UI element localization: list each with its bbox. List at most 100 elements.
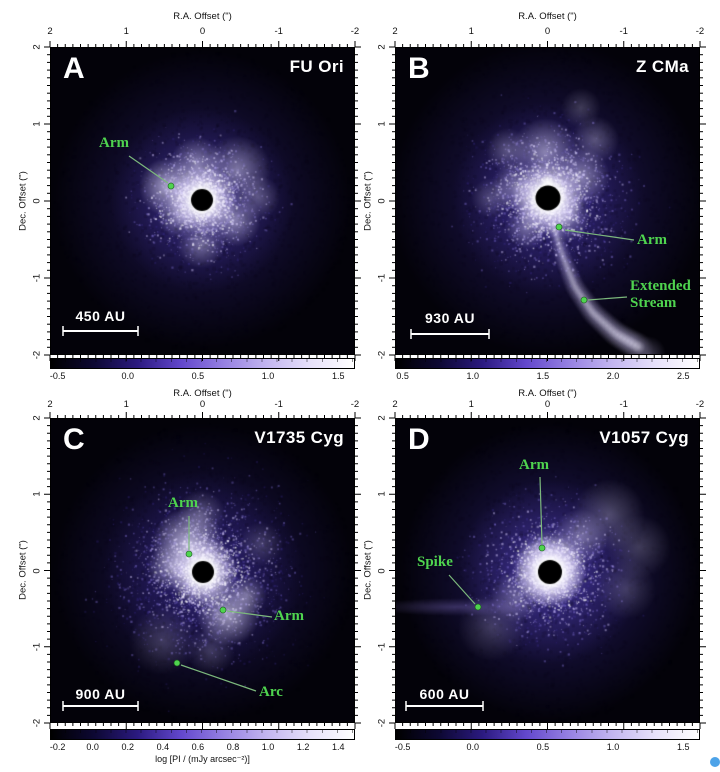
annotation-arc-label: Arc: [259, 684, 283, 700]
colorbar-tick-marks: [51, 730, 354, 733]
colorbar-tick-marks: [396, 730, 699, 733]
panel-d-colorbar: [395, 729, 700, 740]
dec-tick-label: -1: [31, 642, 43, 651]
dec-axis-label: Dec. Offset ("): [17, 171, 29, 231]
colorbar-tick-label: 1.5: [331, 371, 345, 381]
colorbar-tick-label: 0.0: [121, 371, 135, 381]
dec-tick-label: -2: [31, 350, 43, 360]
panel-a-colorbar: [50, 358, 355, 369]
panel-letter: A: [63, 52, 86, 85]
colorbar-tick-label: 1.0: [466, 371, 480, 381]
ra-tick-label: 1: [468, 399, 474, 410]
ra-tick-label: 1: [468, 26, 474, 37]
ra-tick-label: -1: [274, 26, 283, 37]
annotation-arm-right-label: Arm: [274, 608, 304, 624]
ra-tick-label: -1: [274, 399, 283, 410]
ra-tick-label: -2: [350, 26, 360, 37]
colorbar-unit-label: log [PI / (mJy arcsec⁻²)]: [155, 754, 250, 764]
annotation-arm-top-label: Arm: [168, 495, 198, 511]
colorbar-tick-label: -0.5: [394, 742, 411, 752]
dec-tick-label: 1: [376, 121, 388, 127]
dec-tick-label: 2: [376, 44, 388, 50]
annotation-extended-stream-label: Extended Stream: [630, 278, 691, 312]
ra-tick-label: -2: [695, 399, 705, 410]
ra-tick-label: -1: [619, 26, 628, 37]
colorbar-tick-label: 1.0: [261, 742, 275, 752]
colorbar-tick-label: 0.2: [121, 742, 135, 752]
ra-axis-label: R.A. Offset ("): [173, 388, 232, 399]
dec-tick-label: 0: [31, 567, 43, 574]
colorbar-tick-marks: [51, 359, 354, 362]
colorbar-tick-label: 1.5: [536, 371, 550, 381]
ra-axis-label: R.A. Offset ("): [518, 11, 577, 22]
ra-tick-label: 0: [199, 26, 206, 37]
dec-tick-label: 2: [376, 415, 388, 421]
dec-tick-label: 1: [376, 491, 388, 497]
panel-title: V1057 Cyg: [599, 428, 689, 447]
dec-axis-label: Dec. Offset ("): [362, 540, 374, 600]
scale-bar-label: 900 AU: [75, 686, 126, 702]
scale-bar-label: 450 AU: [75, 308, 126, 324]
colorbar-tick-label: 1.4: [331, 742, 345, 752]
colorbar-tick-label: 0.0: [86, 742, 99, 752]
ra-tick-label: 1: [123, 399, 129, 410]
panel-b-image: B Z CMa Arm Extended Stream 930 AU: [395, 47, 700, 355]
ra-tick-label: 0: [544, 399, 551, 410]
colorbar-tick-label: 1.0: [261, 371, 275, 381]
dec-tick-label: -1: [31, 273, 43, 283]
panel-title: FU Ori: [289, 57, 344, 76]
panel-a-nebula-canvas: [51, 48, 354, 354]
dec-tick-label: 2: [31, 44, 43, 50]
colorbar-tick-label: 0.5: [396, 371, 409, 381]
scale-bar-label: 600 AU: [419, 686, 470, 702]
panel-d-nebula-canvas: [396, 419, 699, 722]
panel-b-colorbar: [395, 358, 700, 369]
panel-letter: D: [408, 423, 431, 456]
panel-a-image: A FU Ori Arm 450 AU: [50, 47, 355, 355]
panel-d-image: D V1057 Cyg Arm Spike 600 AU: [395, 418, 700, 723]
ra-tick-label: -1: [619, 399, 628, 410]
ra-tick-label: 2: [47, 26, 53, 37]
panel-letter: C: [63, 423, 86, 456]
ra-tick-label: -2: [350, 399, 360, 410]
colorbar-tick-label: 2.0: [606, 371, 620, 381]
dec-tick-label: 0: [376, 567, 388, 574]
annotation-arm-label: Arm: [519, 457, 549, 473]
dec-tick-label: -2: [376, 718, 388, 728]
scale-bar-label: 930 AU: [425, 310, 475, 326]
annotation-arm-label: Arm: [637, 232, 667, 248]
colorbar-tick-label: 0.5: [191, 371, 205, 381]
dec-tick-label: 0: [376, 198, 388, 204]
panel-title: Z CMa: [636, 57, 689, 76]
ra-tick-label: -2: [695, 26, 705, 37]
colorbar-tick-label: 0.6: [191, 742, 205, 752]
colorbar-tick-label: 0.5: [536, 742, 550, 752]
colorbar-tick-marks: [396, 359, 699, 362]
dec-axis-label: Dec. Offset ("): [17, 540, 29, 600]
dec-tick-label: 1: [31, 491, 43, 497]
dec-tick-label: -2: [31, 718, 43, 728]
colorbar-tick-label: 0.8: [226, 742, 240, 752]
annotation-arm-label: Arm: [99, 135, 129, 151]
panel-c-nebula-canvas: [51, 419, 354, 722]
dec-tick-label: -2: [376, 350, 388, 360]
dec-tick-label: 0: [31, 198, 43, 204]
ra-tick-label: 2: [392, 399, 398, 410]
colorbar-tick-label: 0.0: [466, 742, 480, 752]
colorbar-tick-label: 1.5: [676, 742, 690, 752]
ra-tick-label: 1: [123, 26, 129, 37]
panel-letter: B: [408, 52, 431, 85]
colorbar-tick-label: 1.0: [606, 742, 620, 752]
dec-tick-label: 2: [31, 415, 43, 421]
colorbar-tick-label: 1.2: [296, 742, 310, 752]
annotation-spike-label: Spike: [417, 554, 453, 570]
panel-b-nebula-canvas: [396, 48, 699, 354]
ra-tick-label: 0: [544, 26, 551, 37]
colorbar-tick-label: -0.5: [49, 371, 66, 381]
dec-tick-label: 1: [31, 121, 43, 127]
ra-tick-label: 0: [199, 399, 206, 410]
colorbar-tick-label: 0.4: [156, 742, 170, 752]
panel-c-colorbar: [50, 729, 355, 740]
colorbar-tick-label: 2.5: [676, 371, 690, 381]
dec-tick-label: -1: [376, 273, 388, 283]
